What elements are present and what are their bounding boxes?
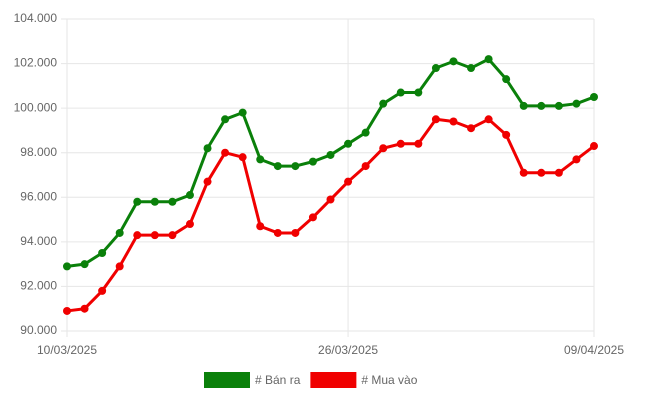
data-point [150, 231, 159, 240]
data-point [115, 228, 124, 237]
data-point [537, 101, 546, 110]
data-point [133, 231, 142, 240]
data-point [80, 260, 89, 269]
legend-label: # Bán ra [255, 373, 301, 387]
data-point [238, 108, 247, 117]
data-point [414, 139, 423, 148]
x-tick-label: 10/03/2025 [37, 343, 97, 357]
data-point [203, 144, 212, 153]
data-point [98, 286, 107, 295]
series-line [66, 117, 595, 313]
data-point [414, 88, 423, 97]
data-point [361, 128, 370, 137]
y-tick-label: 102.000 [14, 56, 58, 70]
data-point [326, 195, 335, 204]
data-point [449, 117, 458, 126]
data-point [150, 197, 159, 206]
data-point [484, 55, 493, 64]
data-point [537, 168, 546, 177]
legend-swatch [204, 372, 250, 388]
data-point [344, 177, 353, 186]
data-point [590, 93, 598, 101]
data-point [431, 115, 440, 124]
data-point [221, 148, 230, 157]
data-point [291, 162, 300, 171]
data-point [80, 304, 89, 313]
data-point [238, 153, 247, 162]
data-point [502, 130, 511, 139]
y-tick-label: 96.000 [20, 189, 57, 203]
x-tick-label: 09/04/2025 [564, 343, 624, 357]
data-point [203, 177, 212, 186]
data-point [291, 228, 300, 237]
y-tick-label: 90.000 [20, 323, 57, 337]
data-point [431, 64, 440, 73]
data-point [502, 75, 511, 84]
data-point [221, 115, 230, 124]
data-point [98, 249, 107, 257]
data-point [256, 155, 265, 164]
data-point [572, 99, 581, 108]
data-point [590, 142, 598, 151]
y-tick-label: 104.000 [14, 11, 58, 25]
data-point [168, 231, 177, 240]
data-point [308, 213, 317, 222]
x-tick-label: 26/03/2025 [318, 343, 378, 357]
data-point [379, 99, 388, 108]
data-point [256, 222, 265, 231]
data-point [115, 262, 124, 271]
data-point [449, 57, 458, 66]
data-point [519, 101, 528, 110]
data-point [396, 88, 405, 97]
data-point [572, 155, 581, 164]
legend-label: # Mua vào [361, 373, 417, 387]
data-point [273, 228, 282, 237]
data-point [379, 144, 388, 153]
data-point [467, 64, 476, 73]
data-point [185, 191, 194, 200]
data-point [554, 168, 563, 177]
data-point [467, 124, 476, 133]
data-point [308, 157, 317, 166]
legend-swatch [310, 372, 357, 388]
data-point [519, 168, 528, 177]
data-point [484, 115, 493, 124]
data-point [326, 150, 335, 159]
data-point [361, 162, 370, 171]
data-point [63, 306, 71, 315]
y-tick-label: 94.000 [20, 234, 57, 248]
data-point [168, 197, 177, 206]
data-point [133, 197, 142, 206]
y-tick-label: 98.000 [20, 145, 57, 159]
data-point [63, 262, 71, 271]
data-point [554, 101, 563, 110]
y-tick-label: 100.000 [14, 100, 58, 114]
data-point [273, 162, 282, 171]
data-point [185, 220, 194, 229]
data-point [396, 139, 405, 148]
data-point [344, 139, 353, 148]
y-tick-label: 92.000 [20, 279, 57, 293]
